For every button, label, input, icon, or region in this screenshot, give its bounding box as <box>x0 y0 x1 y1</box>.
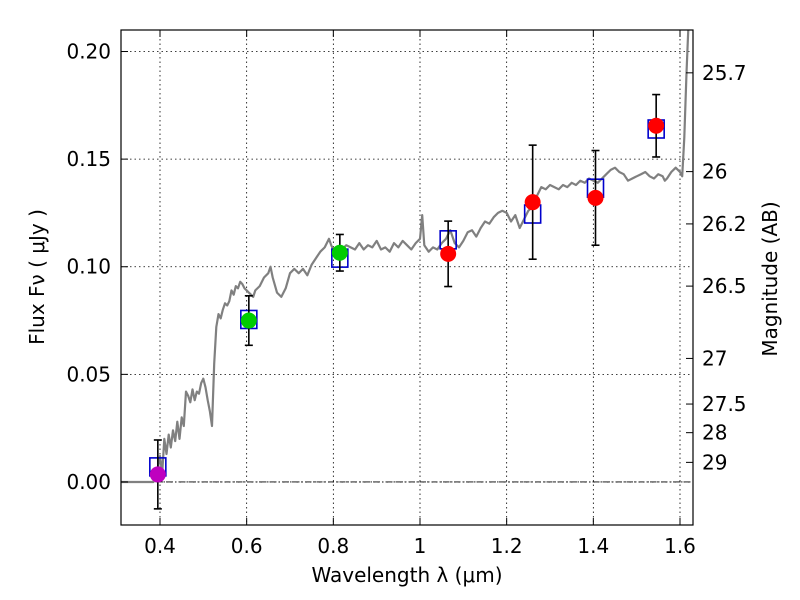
y-axis-label: Flux Fν ( μJy ) <box>25 209 49 345</box>
right-tick-label: 26 <box>702 160 727 184</box>
y-axis-ticks: 0.00 0.05 0.10 0.15 0.20 <box>66 40 128 494</box>
model-spectrum <box>121 30 690 484</box>
y-tick-label: 0.05 <box>66 362 111 386</box>
right-axis-label: Magnitude (AB) <box>758 201 782 356</box>
observed-points <box>149 117 665 483</box>
data-point <box>240 312 257 329</box>
x-tick-label: 1.2 <box>491 534 523 558</box>
right-tick-label: 26.5 <box>702 274 747 298</box>
x-tick-label: 1.6 <box>664 534 696 558</box>
data-point <box>149 466 166 483</box>
x-axis-ticks: 0.4 0.6 0.8 1 1.2 1.4 1.6 <box>144 30 696 558</box>
y-tick-label: 0.15 <box>66 147 111 171</box>
data-point <box>331 244 348 261</box>
data-point <box>440 245 457 262</box>
data-point <box>648 117 665 134</box>
right-tick-label: 28 <box>702 421 727 445</box>
right-tick-label: 27.5 <box>702 392 747 416</box>
right-tick-label: 27 <box>702 346 727 370</box>
y-tick-label: 0.20 <box>66 40 111 64</box>
right-tick-label: 26.2 <box>702 212 747 236</box>
grid-lines <box>121 30 693 525</box>
y-tick-label: 0.00 <box>66 470 111 494</box>
x-tick-label: 1 <box>414 534 427 558</box>
plot-frame <box>120 29 694 526</box>
right-axis-ticks: 25.7 26 26.2 26.5 27 27.5 28 29 <box>686 61 747 474</box>
right-tick-label: 25.7 <box>702 61 747 85</box>
right-tick-label: 29 <box>702 450 727 474</box>
model-photometry-boxes <box>149 119 665 477</box>
x-tick-label: 0.6 <box>231 534 263 558</box>
data-point <box>524 194 541 211</box>
y-tick-label: 0.10 <box>66 255 111 279</box>
x-axis-label: Wavelength λ (μm) <box>311 563 502 587</box>
x-tick-label: 1.4 <box>577 534 609 558</box>
model-spectrum-line <box>121 30 690 484</box>
x-tick-label: 0.4 <box>144 534 176 558</box>
x-tick-label: 0.8 <box>317 534 349 558</box>
data-point <box>587 189 604 206</box>
